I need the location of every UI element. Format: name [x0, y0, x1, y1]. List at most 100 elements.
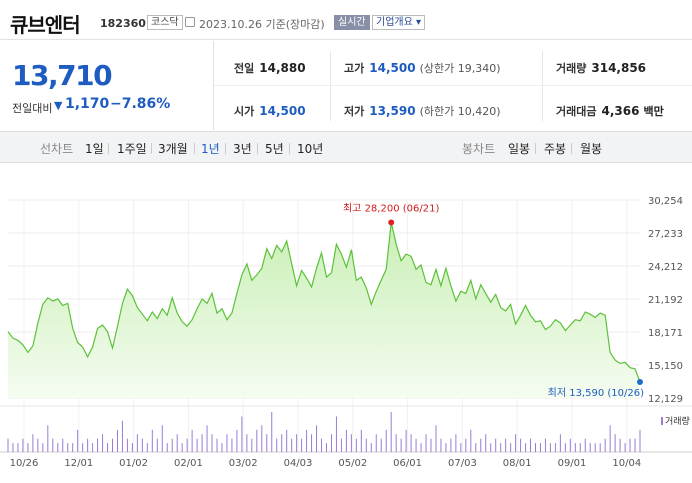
volume-bar — [564, 443, 566, 452]
min-point — [637, 379, 643, 386]
volume-bar — [276, 438, 278, 452]
volume-bar — [405, 429, 407, 452]
volume-bar — [156, 438, 158, 452]
volume-bar — [201, 434, 203, 452]
stock-header: 큐브엔터 182360 코스닥 2023.10.26 기준(장마감) 실시간 기… — [0, 0, 692, 40]
divider — [542, 51, 543, 121]
max-point — [388, 219, 395, 226]
realtime-button[interactable]: 실시간 — [334, 15, 370, 30]
stat-label: 시가 — [234, 105, 255, 118]
tab-period-1y[interactable]: 1년 — [201, 142, 220, 156]
divider — [151, 143, 152, 154]
tab-weekly[interactable]: 주봉 — [544, 142, 567, 156]
tab-period-10y[interactable]: 10년 — [297, 142, 324, 156]
tab-period-1d[interactable]: 1일 — [85, 142, 104, 156]
tab-period-5y[interactable]: 5년 — [265, 142, 284, 156]
volume-bar — [211, 434, 213, 452]
volume-legend-swatch — [661, 417, 663, 425]
volume-bar — [629, 438, 631, 452]
volume-bar — [102, 434, 104, 452]
volume-bar — [525, 443, 527, 452]
volume-bar — [47, 425, 49, 452]
stat-value: 4,366 — [601, 104, 640, 118]
volume-bar — [116, 429, 118, 452]
volume-bar — [131, 443, 133, 452]
x-tick-label: 09/01 — [558, 458, 587, 469]
volume-bar — [151, 429, 153, 452]
volume-bar — [97, 438, 99, 452]
volume-bar — [146, 443, 148, 452]
lower-limit: (하한가 10,420) — [419, 105, 501, 118]
volume-bar — [500, 443, 502, 452]
volume-bar — [27, 443, 29, 452]
tab-monthly[interactable]: 월봉 — [580, 142, 603, 156]
volume-bar — [176, 434, 178, 452]
volume-bar — [171, 438, 173, 452]
market-badge: 코스닥 — [147, 15, 183, 30]
volume-bar — [415, 438, 417, 452]
volume-bar — [475, 443, 477, 452]
tab-daily[interactable]: 일봉 — [508, 142, 531, 156]
upper-limit: (상한가 19,340) — [419, 62, 501, 75]
volume-bar — [221, 443, 223, 452]
volume-bar — [42, 443, 44, 452]
price-box: 13,710 전일대비 ▼ 1,170 −7.86% — [0, 41, 214, 130]
volume-bar — [67, 443, 69, 452]
volume-bar — [206, 425, 208, 452]
volume-bar — [82, 443, 84, 452]
y-tick-label: 30,254 — [648, 196, 683, 207]
volume-bar — [325, 443, 327, 452]
diff-percent: −7.86% — [110, 96, 171, 112]
stat-value: 14,880 — [259, 61, 306, 75]
volume-bar — [530, 438, 532, 452]
x-tick-label: 07/03 — [448, 458, 477, 469]
volume-bar — [520, 438, 522, 452]
stock-name[interactable]: 큐브엔터 — [10, 13, 81, 37]
x-tick-label: 06/01 — [393, 458, 422, 469]
volume-bar — [87, 438, 89, 452]
volume-bar — [291, 438, 293, 452]
corp-overview-dropdown[interactable]: 기업개요 ▾ — [372, 15, 425, 30]
volume-bar — [161, 425, 163, 452]
volume-bar — [465, 438, 467, 452]
volume-bar — [350, 434, 352, 452]
volume-bar — [425, 434, 427, 452]
x-tick-label: 01/02 — [119, 458, 148, 469]
y-tick-label: 18,171 — [648, 328, 683, 339]
tab-period-3y[interactable]: 3년 — [233, 142, 252, 156]
divider — [571, 143, 572, 154]
volume-bar — [370, 443, 372, 452]
volume-bar — [335, 416, 337, 452]
volume-bar — [515, 434, 517, 452]
tab-period-1w[interactable]: 1주일 — [117, 142, 147, 156]
volume-bar — [450, 438, 452, 452]
divider — [289, 143, 290, 154]
price-area — [8, 222, 640, 398]
volume-bar — [281, 434, 283, 452]
price-chart[interactable]: 30,254 27,233 24,212 21,192 18,171 15,150 12,1… — [0, 192, 692, 483]
volume-bar — [534, 443, 536, 452]
volume-bar — [539, 443, 541, 452]
stat-value: 13,590 — [369, 104, 416, 118]
volume-bar — [62, 438, 64, 452]
volume-bar — [321, 438, 323, 452]
volume-bar — [604, 438, 606, 452]
volume-bar — [559, 434, 561, 452]
stat-value: 14,500 — [259, 104, 306, 118]
volume-bar — [505, 438, 507, 452]
volume-bar — [92, 443, 94, 452]
volume-bar — [330, 434, 332, 452]
tab-period-3m[interactable]: 3개월 — [158, 142, 188, 156]
stat-label: 저가 — [344, 105, 365, 118]
volume-bar — [619, 438, 621, 452]
volume-bar — [455, 434, 457, 452]
volume-bar — [77, 429, 79, 452]
y-tick-label: 12,129 — [648, 394, 683, 405]
y-tick-label: 15,150 — [648, 361, 683, 372]
stat-open: 시가 14,500 — [234, 103, 306, 119]
volume-bar — [510, 443, 512, 452]
x-axis-labels: 10/26 12/01 01/02 02/01 03/02 04/03 05/02 06/01… — [10, 458, 642, 469]
volume-bar — [639, 429, 641, 452]
x-tick-label: 05/02 — [338, 458, 367, 469]
volume-bar — [569, 438, 571, 452]
